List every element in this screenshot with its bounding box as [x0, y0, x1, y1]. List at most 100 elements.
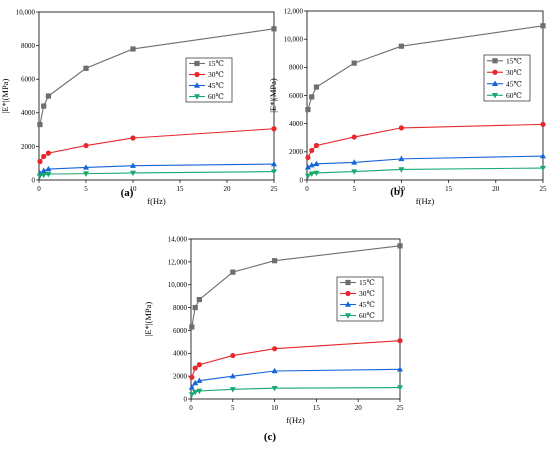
data-point — [271, 126, 277, 132]
legend-marker — [345, 290, 351, 297]
data-point — [397, 385, 403, 391]
legend: 15℃ 30℃ 45℃ 60℃ — [483, 54, 531, 102]
panel-label: (b) — [390, 186, 404, 198]
data-point — [130, 170, 136, 177]
y-tick-label: 0 — [32, 176, 36, 184]
series-3 — [304, 165, 546, 179]
x-tick-label: 25 — [540, 185, 548, 193]
data-point — [540, 121, 546, 127]
data-point — [540, 165, 546, 172]
series-line — [191, 245, 401, 328]
x-tick-label: 5 — [84, 185, 88, 193]
data-point — [305, 154, 311, 161]
data-point — [313, 84, 320, 90]
x-tick-label: 15 — [445, 185, 453, 193]
legend-marker — [194, 71, 200, 78]
data-point — [271, 160, 277, 167]
legend-entry: 30℃ — [189, 70, 224, 79]
y-tick-label: 4000 — [173, 350, 188, 358]
legend-label: 45℃ — [506, 79, 522, 88]
data-point — [45, 93, 51, 99]
data-point — [351, 169, 358, 175]
legend-entry: 15℃ — [487, 56, 522, 65]
legend-label: 45℃ — [208, 81, 224, 90]
data-point — [271, 169, 277, 175]
data-point — [308, 162, 315, 168]
y-tick-label: 12,000 — [284, 7, 304, 15]
data-point — [351, 60, 357, 66]
data-point — [192, 389, 199, 396]
series-line — [307, 155, 544, 168]
legend-label: 60℃ — [208, 92, 224, 101]
series-3 — [188, 385, 403, 398]
data-point — [398, 43, 404, 49]
series-2 — [188, 366, 403, 390]
x-tick-label: 25 — [397, 404, 405, 412]
x-tick-label: 10 — [130, 185, 138, 193]
data-point — [397, 366, 403, 372]
y-tick-label: 4000 — [21, 109, 36, 117]
legend-marker — [194, 94, 200, 100]
legend-label: 30℃ — [506, 68, 522, 77]
data-point — [313, 170, 320, 177]
y-tick-label: 10,000 — [168, 281, 188, 289]
x-tick-label: 10 — [271, 404, 279, 412]
data-point — [313, 142, 320, 149]
x-tick-label: 5 — [231, 404, 235, 412]
y-tick-label: 2000 — [289, 148, 304, 156]
y-tick-label: 2000 — [21, 143, 36, 151]
plot-frame — [38, 11, 275, 181]
data-point — [192, 304, 198, 311]
x-tick-label: 0 — [189, 404, 193, 412]
data-point — [398, 155, 405, 162]
x-tick-label: 20 — [492, 185, 500, 193]
legend-label: 30℃ — [359, 289, 375, 298]
data-point — [130, 135, 136, 141]
data-point — [83, 65, 89, 71]
y-axis-label: |E*|(MPa) — [268, 78, 278, 113]
data-point — [308, 171, 315, 177]
data-point — [45, 171, 52, 178]
y-tick-label: 8000 — [289, 64, 304, 72]
series-0 — [189, 243, 403, 330]
series-0 — [305, 23, 546, 113]
legend-box — [336, 276, 384, 322]
chart-panel-2: 0 5 10 15 20 25 0 2000 4000 6000 8000 10,000 12,000 1… — [143, 235, 404, 443]
y-tick-label: 4000 — [289, 120, 304, 128]
data-point — [351, 134, 357, 140]
data-point — [271, 385, 278, 392]
data-point — [272, 258, 278, 264]
legend: 15℃ 30℃ 45℃ 60℃ — [185, 57, 233, 103]
data-point — [271, 367, 278, 374]
data-point — [189, 374, 195, 380]
legend-marker — [492, 93, 498, 99]
series-line — [39, 171, 275, 177]
x-axis-label: f(Hz) — [416, 196, 435, 206]
data-point — [196, 388, 203, 395]
y-tick-label: 6000 — [173, 327, 188, 335]
series-line — [39, 28, 275, 125]
data-point — [40, 167, 47, 173]
legend-entry: 15℃ — [189, 59, 224, 68]
x-tick-label: 5 — [352, 185, 356, 193]
x-tick-label: 20 — [224, 185, 232, 193]
series-1 — [189, 338, 403, 380]
data-point — [397, 243, 403, 249]
data-point — [188, 384, 195, 390]
chart-panel-0: 0 5 10 15 20 25 0 2000 4000 6000 8000 10,000 f(Hz) |E… — [0, 8, 278, 206]
legend-entry: 30℃ — [487, 68, 522, 77]
data-point — [230, 269, 236, 275]
data-point — [192, 379, 199, 386]
y-tick-label: 6000 — [21, 76, 36, 84]
series-0 — [37, 26, 277, 128]
data-point — [41, 153, 47, 160]
data-point — [196, 362, 202, 368]
legend-label: 60℃ — [506, 91, 522, 100]
data-point — [540, 152, 546, 159]
series-2 — [304, 152, 546, 170]
data-point — [305, 106, 311, 113]
legend-entry: 45℃ — [340, 300, 375, 309]
legend-marker — [194, 60, 200, 67]
y-tick-label: 0 — [184, 395, 188, 403]
